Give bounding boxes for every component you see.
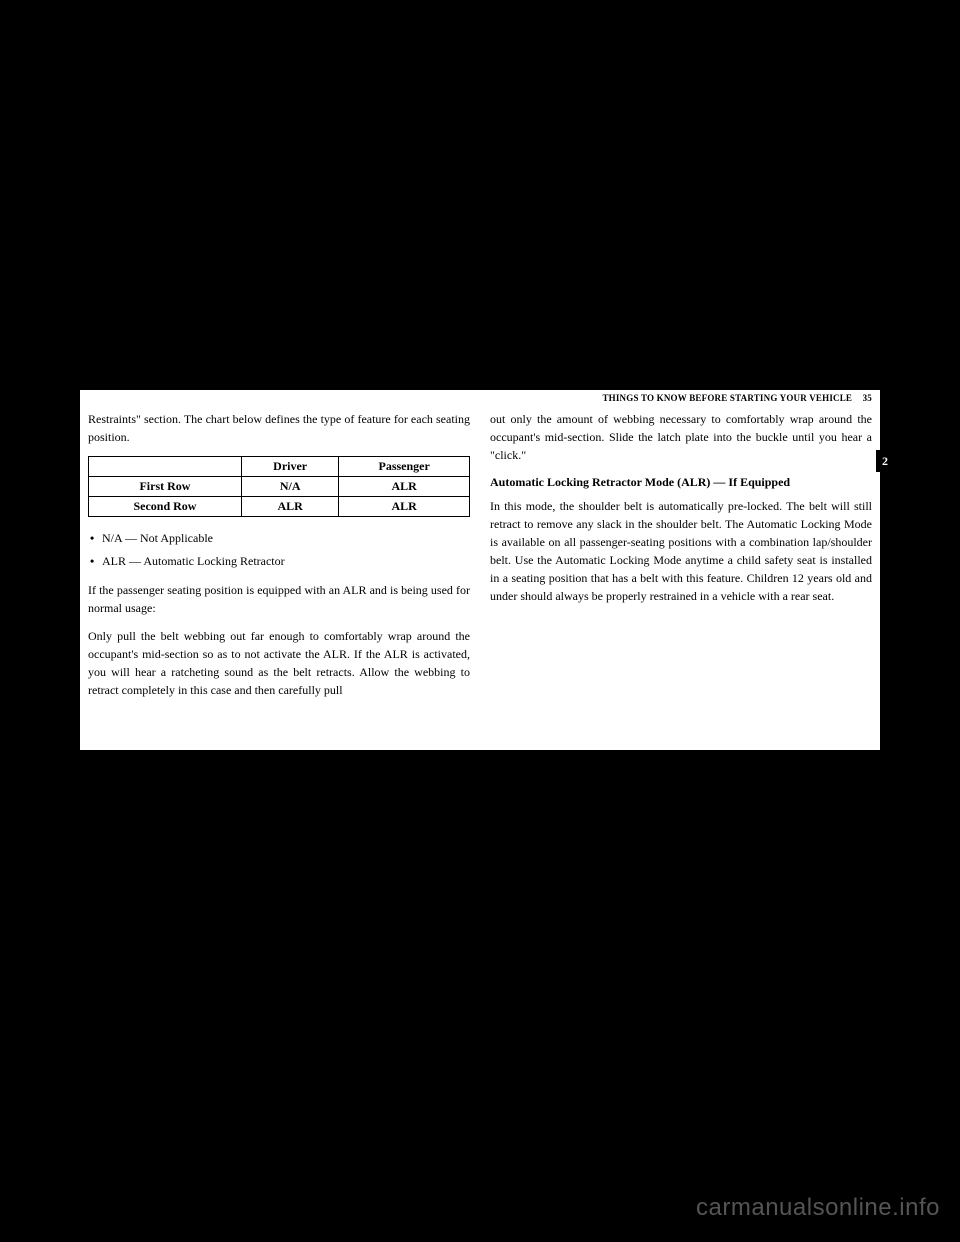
list-item: ALR — Automatic Locking Retractor [88, 552, 470, 571]
section-tab: 2 [876, 450, 894, 472]
legend-list: N/A — Not Applicable ALR — Automatic Loc… [88, 529, 470, 571]
table-header-row: Driver Passenger [89, 457, 470, 477]
table-row: Second Row ALR ALR [89, 497, 470, 517]
paragraph: Only pull the belt webbing out far enoug… [88, 627, 470, 699]
manual-page: THINGS TO KNOW BEFORE STARTING YOUR VEHI… [80, 390, 880, 750]
table-cell: ALR [241, 497, 338, 517]
section-title: THINGS TO KNOW BEFORE STARTING YOUR VEHI… [602, 393, 852, 403]
watermark-text: carmanualsonline.info [696, 1194, 940, 1222]
table-header-cell: Passenger [339, 457, 470, 477]
table-header-cell [89, 457, 242, 477]
paragraph: In this mode, the shoulder belt is autom… [490, 497, 872, 605]
table-cell: N/A [241, 477, 338, 497]
list-item: N/A — Not Applicable [88, 529, 470, 548]
section-heading: Automatic Locking Retractor Mode (ALR) —… [490, 474, 872, 491]
paragraph: out only the amount of webbing necessary… [490, 410, 872, 464]
table-cell: ALR [339, 477, 470, 497]
paragraph: If the passenger seating position is equ… [88, 581, 470, 617]
page-header: THINGS TO KNOW BEFORE STARTING YOUR VEHI… [602, 393, 872, 403]
header-rule [80, 385, 880, 388]
left-column: Restraints" section. The chart below def… [88, 410, 470, 709]
table-header-cell: Driver [241, 457, 338, 477]
table-row: First Row N/A ALR [89, 477, 470, 497]
seating-table: Driver Passenger First Row N/A ALR Secon… [88, 456, 470, 517]
table-cell: ALR [339, 497, 470, 517]
intro-paragraph: Restraints" section. The chart below def… [88, 410, 470, 446]
table-cell: Second Row [89, 497, 242, 517]
tab-number: 2 [882, 454, 888, 469]
content-area: Restraints" section. The chart below def… [80, 390, 880, 717]
page-number: 35 [863, 393, 872, 403]
right-column: out only the amount of webbing necessary… [490, 410, 872, 709]
table-cell: First Row [89, 477, 242, 497]
